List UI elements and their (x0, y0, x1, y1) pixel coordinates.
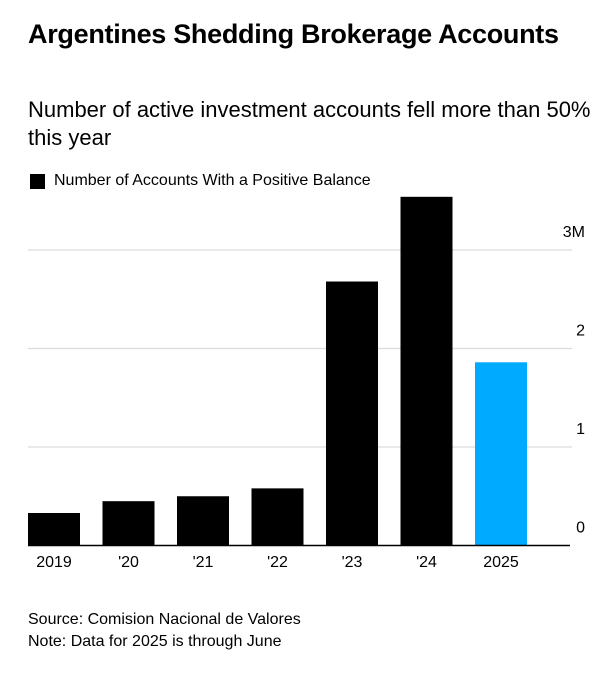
x-tick-label: 2019 (36, 554, 72, 571)
legend: Number of Accounts With a Positive Balan… (30, 171, 371, 191)
bar-2019 (28, 512, 80, 546)
chart-subtitle: Number of active investment accounts fel… (28, 97, 591, 150)
bar-24 (400, 196, 453, 546)
x-tick-label: '20 (118, 554, 139, 571)
footnote: Note: Data for 2025 is through June (28, 633, 282, 650)
chart-title: Argentines Shedding Brokerage Accounts (28, 19, 559, 49)
bar-2025 (475, 362, 527, 546)
x-tick-label: '22 (267, 554, 288, 571)
x-tick-label: '23 (342, 554, 363, 571)
legend-swatch (30, 173, 45, 189)
y-tick-label: 2 (576, 323, 585, 340)
bar-23 (326, 281, 378, 546)
source-note: Source: Comision Nacional de Valores (28, 611, 301, 628)
y-tick-label: 3M (563, 224, 585, 241)
x-tick-label: '21 (193, 554, 214, 571)
bar-21 (177, 496, 229, 546)
x-tick-label: 2025 (483, 554, 519, 571)
y-tick-label: 1 (576, 421, 585, 438)
y-tick-label: 0 (576, 520, 585, 537)
bar-20 (102, 501, 155, 546)
x-tick-label: '24 (416, 554, 437, 571)
legend-label: Number of Accounts With a Positive Balan… (54, 172, 371, 189)
bar-22 (251, 488, 304, 546)
